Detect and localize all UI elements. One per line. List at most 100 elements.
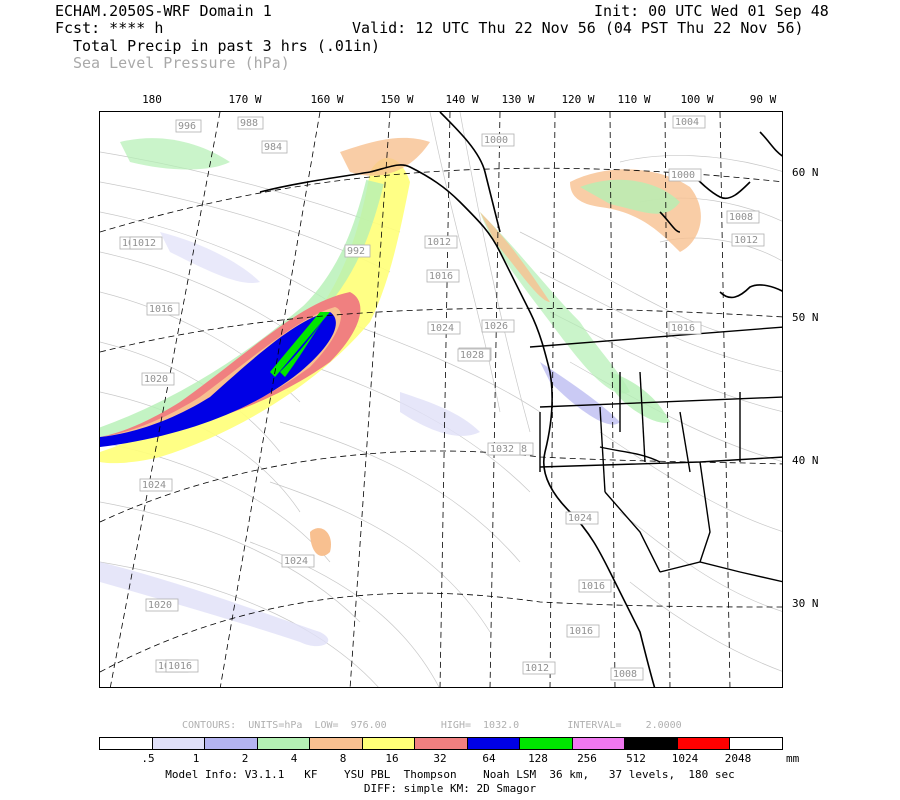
pressure-label: 1024 xyxy=(568,513,592,524)
pressure-label: 1016 xyxy=(429,271,453,282)
pressure-label: 1012 xyxy=(132,238,156,249)
lon-label-100w: 100 W xyxy=(680,93,714,106)
pressure-label: 1008 xyxy=(729,212,753,223)
pressure-label: 1016 xyxy=(569,626,593,637)
colorbar-swatch xyxy=(730,738,782,749)
borders xyxy=(529,326,782,583)
colorbar-swatch xyxy=(257,738,311,749)
pressure-label-box xyxy=(424,235,458,249)
pressure-label-box xyxy=(344,244,371,258)
colorbar-swatch xyxy=(415,738,468,749)
lon-label-120w: 120 W xyxy=(561,93,595,106)
pressure-label: 1012 xyxy=(427,237,451,248)
pressure-label-box xyxy=(165,659,199,673)
colorbar-swatch xyxy=(152,738,206,749)
colorbar-swatch xyxy=(677,738,731,749)
coastlines xyxy=(259,112,782,687)
colorbar-swatch xyxy=(100,738,153,749)
pressure-label: 1026 xyxy=(484,321,508,332)
pressure-label-box xyxy=(481,319,515,333)
colorbar-tick-5: 16 xyxy=(385,752,399,765)
weather-map: 996 988 984 992 1000 1004 1000 1008 1008 1012 1012… xyxy=(99,111,783,688)
pressure-label-box xyxy=(145,598,179,612)
pressure-label-box xyxy=(427,321,461,335)
pressure-label: 992 xyxy=(347,246,365,257)
colorbar-tick-0: .5 xyxy=(141,752,155,765)
pressure-label-box xyxy=(578,579,612,593)
colorbar-tick-6: 32 xyxy=(433,752,447,765)
field-precip-title: Total Precip in past 3 hrs (.01in) xyxy=(73,37,381,55)
colorbar-swatch xyxy=(520,738,573,749)
valid-time: Valid: 12 UTC Thu 22 Nov 56 (04 PST Thu … xyxy=(352,19,804,37)
lon-label-140w: 140 W xyxy=(445,93,479,106)
lat-label-60n: 60 N xyxy=(792,166,819,179)
pressure-label-box xyxy=(487,442,521,456)
forecast-hour: Fcst: **** h xyxy=(55,19,164,37)
pressure-label-box xyxy=(261,140,288,154)
lon-label-170w: 170 W xyxy=(228,93,262,106)
model-title: ECHAM.2050S-WRF Domain 1 xyxy=(55,2,272,20)
pressure-labels-layer: 996 988 984 992 1000 1004 1000 1008 1008 1012 1012… xyxy=(119,115,765,681)
precip-shading xyxy=(100,137,701,647)
colorbar-swatch xyxy=(572,738,626,749)
diff-info: DIFF: simple KM: 2D Smagor xyxy=(363,782,537,795)
colorbar-tick-3: 4 xyxy=(290,752,298,765)
pressure-label: 1024 xyxy=(430,323,454,334)
colorbar-units: mm xyxy=(786,752,800,765)
pressure-label-box xyxy=(668,168,702,182)
pressure-label-box xyxy=(457,348,491,362)
colorbar-swatch xyxy=(467,738,521,749)
pressure-label: 1020 xyxy=(144,374,168,385)
pressure-label-box xyxy=(175,119,202,133)
colorbar-swatch xyxy=(362,738,416,749)
colorbar-tick-8: 128 xyxy=(528,752,548,765)
lat-label-50n: 50 N xyxy=(792,311,819,324)
contour-info: CONTOURS: UNITS=hPa LOW= 976.00 HIGH= 10… xyxy=(182,720,682,731)
pressure-label-box xyxy=(139,478,173,492)
pressure-label: 1016 xyxy=(149,304,173,315)
pressure-label-box xyxy=(672,115,706,129)
pressure-label-box xyxy=(668,321,702,335)
pressure-label: 1024 xyxy=(284,556,308,567)
pressure-label: 1004 xyxy=(675,117,699,128)
pressure-label: 1000 xyxy=(484,135,508,146)
pressure-label: 1032 xyxy=(490,444,514,455)
pressure-label: 1012 xyxy=(734,235,758,246)
pressure-label-box xyxy=(237,116,264,130)
colorbar-swatch xyxy=(625,738,678,749)
init-time: Init: 00 UTC Wed 01 Sep 48 xyxy=(594,2,829,20)
colorbar-tick-7: 64 xyxy=(482,752,496,765)
lon-label-150w: 150 W xyxy=(380,93,414,106)
pressure-label-box xyxy=(522,661,556,675)
lon-label-130w: 130 W xyxy=(501,93,535,106)
pressure-label: 1028 xyxy=(460,350,484,361)
pressure-label: 1000 xyxy=(671,170,695,181)
pressure-label-box xyxy=(731,233,765,247)
pressure-label: 1020 xyxy=(148,600,172,611)
pressure-label-box xyxy=(565,511,599,525)
pressure-label-box xyxy=(726,210,760,224)
colorbar-tick-4: 8 xyxy=(339,752,347,765)
colorbar-tick-1: 1 xyxy=(192,752,200,765)
pressure-label: 1024 xyxy=(142,480,166,491)
lon-label-90w: 90 W xyxy=(749,93,777,106)
lat-label-40n: 40 N xyxy=(792,454,819,467)
pressure-label-box xyxy=(610,667,644,681)
pressure-label-box xyxy=(146,302,180,316)
pressure-label: 1008 xyxy=(613,669,637,680)
pressure-label: 1016 xyxy=(168,661,192,672)
pressure-label-box xyxy=(129,236,163,250)
pressure-label-box xyxy=(426,269,460,283)
model-info: Model Info: V3.1.1 KF YSU PBL Thompson N… xyxy=(165,768,735,781)
colorbar-tick-9: 256 xyxy=(577,752,597,765)
lon-label-160w: 160 W xyxy=(310,93,344,106)
pressure-label-box xyxy=(281,554,315,568)
colorbar-tick-10: 512 xyxy=(626,752,646,765)
pressure-label: 996 xyxy=(178,121,196,132)
field-slp-title: Sea Level Pressure (hPa) xyxy=(73,54,290,72)
pressure-label: 1012 xyxy=(525,663,549,674)
pressure-label: 988 xyxy=(240,118,258,129)
pressure-label-box xyxy=(481,133,515,147)
lon-label-180: 180 xyxy=(142,93,162,106)
pressure-label-box xyxy=(566,624,600,638)
